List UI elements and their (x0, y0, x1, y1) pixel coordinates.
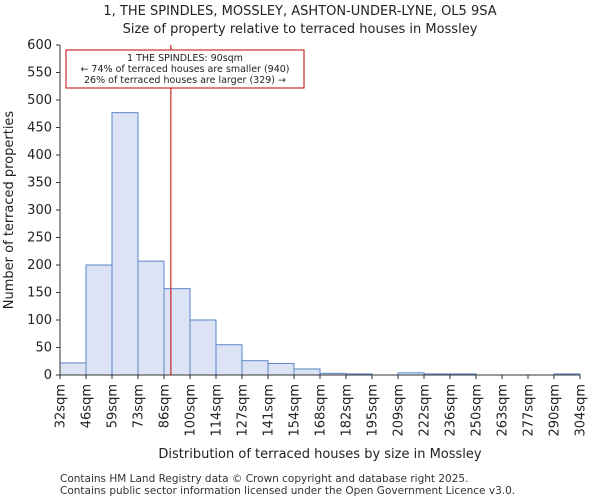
x-tick-label: 154sqm (288, 384, 303, 437)
histogram-bar (241, 360, 269, 376)
histogram-bar (111, 112, 139, 376)
footer-line-1: Contains HM Land Registry data © Crown c… (60, 473, 469, 485)
y-tick-label: 500 (27, 93, 52, 108)
x-tick-label: 59sqm (106, 384, 121, 428)
histogram-bar (137, 260, 165, 376)
x-tick-label: 182sqm (340, 384, 355, 437)
y-tick-label: 100 (27, 313, 52, 328)
chart-subtitle: Size of property relative to terraced ho… (122, 22, 478, 37)
x-tick-label: 222sqm (418, 384, 433, 437)
x-tick-label: 141sqm (262, 384, 277, 437)
y-tick-label: 150 (27, 286, 52, 301)
annotation-line: ← 74% of terraced houses are smaller (94… (80, 64, 289, 75)
y-tick-label: 50 (35, 341, 52, 356)
x-tick-label: 209sqm (392, 384, 407, 437)
x-tick-label: 73sqm (132, 384, 147, 428)
x-tick-label: 250sqm (470, 384, 485, 437)
histogram-bar (85, 264, 113, 376)
x-tick-label: 114sqm (210, 384, 225, 437)
y-tick-label: 550 (27, 66, 52, 81)
y-tick-label: 0 (44, 368, 52, 383)
x-tick-label: 32sqm (54, 384, 69, 428)
x-tick-label: 236sqm (444, 384, 459, 437)
histogram-bar (59, 362, 87, 376)
x-tick-label: 304sqm (574, 384, 589, 437)
x-tick-label: 195sqm (366, 384, 381, 437)
x-tick-label: 168sqm (314, 384, 329, 437)
x-tick-label: 277sqm (522, 384, 537, 437)
x-tick-label: 46sqm (80, 384, 95, 428)
annotation-line: 26% of terraced houses are larger (329) … (84, 75, 286, 86)
y-tick-label: 300 (27, 203, 52, 218)
x-axis-label: Distribution of terraced houses by size … (158, 447, 482, 462)
histogram-bar (163, 288, 191, 376)
y-tick-label: 250 (27, 231, 52, 246)
y-axis-label: Number of terraced properties (2, 111, 17, 310)
histogram-bar (267, 362, 295, 376)
x-tick-label: 290sqm (548, 384, 563, 437)
x-tick-label: 263sqm (496, 384, 511, 437)
annotation-box (65, 49, 305, 89)
y-tick-label: 400 (27, 148, 52, 163)
y-tick-label: 200 (27, 258, 52, 273)
histogram-bar (189, 319, 217, 376)
histogram-bar (293, 368, 321, 376)
x-tick-label: 127sqm (236, 384, 251, 437)
x-tick-label: 100sqm (184, 384, 199, 437)
x-tick-label: 86sqm (158, 384, 173, 428)
chart-title: 1, THE SPINDLES, MOSSLEY, ASHTON-UNDER-L… (103, 4, 497, 19)
footer-line-2: Contains public sector information licen… (60, 485, 516, 497)
y-tick-label: 450 (27, 121, 52, 136)
histogram-bar (215, 344, 243, 376)
y-tick-label: 350 (27, 176, 52, 191)
annotation-line: 1 THE SPINDLES: 90sqm (127, 53, 243, 64)
y-tick-label: 600 (27, 38, 52, 53)
